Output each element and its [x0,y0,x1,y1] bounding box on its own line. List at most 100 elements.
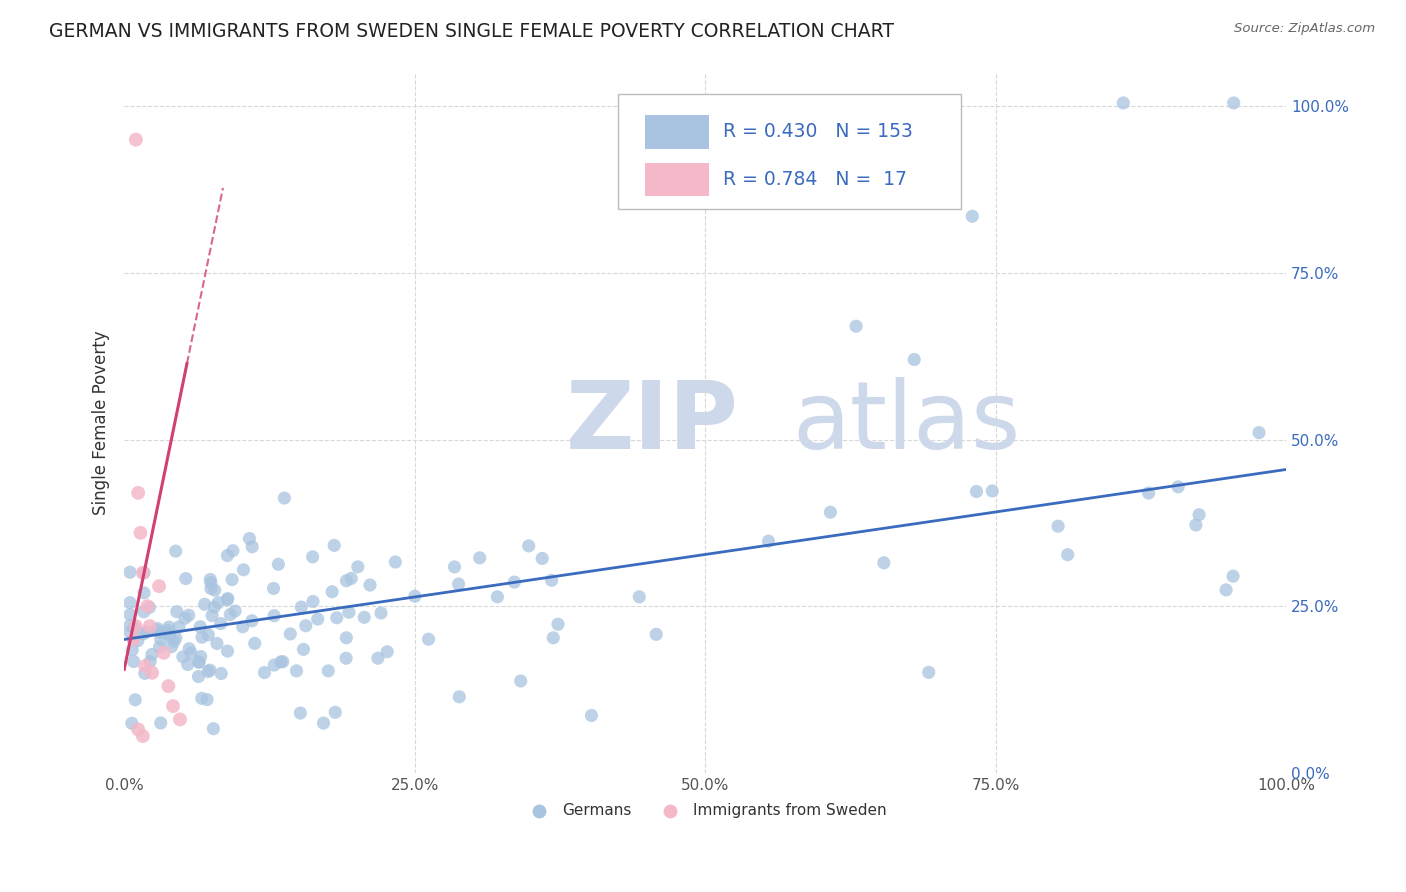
Point [163,634,186,648]
Point [200,582,222,596]
Point [132,605,155,619]
Point [221,573,243,587]
Point [1056,548,1078,562]
Point [517,539,540,553]
Point [224,604,246,618]
Point [1188,508,1211,522]
Point [232,620,254,634]
Point [174,572,197,586]
Point [222,543,245,558]
Point [152,646,174,660]
Point [198,663,221,677]
Point [125,619,148,633]
Point [449,690,471,704]
Point [758,534,780,549]
Point [540,574,562,588]
Point [149,640,172,654]
Point [1167,480,1189,494]
Point [138,600,160,615]
Point [903,352,925,367]
Point [316,664,339,678]
Point [139,619,162,633]
Point [169,713,191,727]
Point [127,633,149,648]
Point [127,723,149,737]
Point [122,655,145,669]
Point [335,631,357,645]
Point [253,665,276,680]
Point [337,605,360,619]
Point [149,716,172,731]
Point [302,594,325,608]
Point [200,575,222,590]
Point [132,586,155,600]
Point [581,708,603,723]
Point [384,555,406,569]
Point [645,627,668,641]
Point [219,607,242,622]
Point [981,483,1004,498]
Point [165,631,187,645]
Point [503,575,526,590]
Point [321,584,343,599]
Point [191,630,214,644]
Point [443,560,465,574]
Point [243,636,266,650]
Point [122,620,145,634]
Point [160,640,183,654]
Point [335,651,357,665]
Point [148,579,170,593]
Point [195,692,218,706]
Point [202,600,225,615]
Point [124,693,146,707]
Point [150,626,173,640]
Point [136,599,159,614]
Text: R = 0.784   N =  17: R = 0.784 N = 17 [723,169,907,189]
Point [129,525,152,540]
Point [118,625,141,640]
Point [273,491,295,505]
Point [122,632,145,647]
Point [966,484,988,499]
Point [918,665,941,680]
Point [323,538,346,552]
Point [271,655,294,669]
Point [118,596,141,610]
Point [217,644,239,658]
Point [134,566,156,580]
Point [179,641,201,656]
Y-axis label: Single Female Poverty: Single Female Poverty [93,331,110,516]
Point [177,657,200,672]
Point [187,655,209,669]
Point [125,133,148,147]
Point [209,666,232,681]
Point [174,611,197,625]
Point [132,627,155,641]
Point [135,625,157,640]
Point [375,645,398,659]
Point [325,611,347,625]
Point [404,589,426,603]
Point [124,621,146,635]
Point [270,655,292,669]
Point [486,590,509,604]
Point [353,610,375,624]
Point [200,573,222,587]
Point [149,632,172,647]
Point [290,600,312,615]
Legend: Germans, Immigrants from Sweden: Germans, Immigrants from Sweden [517,797,893,824]
FancyBboxPatch shape [645,162,709,196]
Point [295,618,318,632]
Point [447,577,470,591]
Point [157,626,180,640]
Point [1047,519,1070,533]
Point [190,691,212,706]
Point [312,716,335,731]
Point [238,532,260,546]
Point [1222,569,1244,583]
Point [165,544,187,558]
Point [347,559,370,574]
Text: ZIP: ZIP [565,376,738,469]
Text: Source: ZipAtlas.com: Source: ZipAtlas.com [1234,22,1375,36]
Point [1215,582,1237,597]
